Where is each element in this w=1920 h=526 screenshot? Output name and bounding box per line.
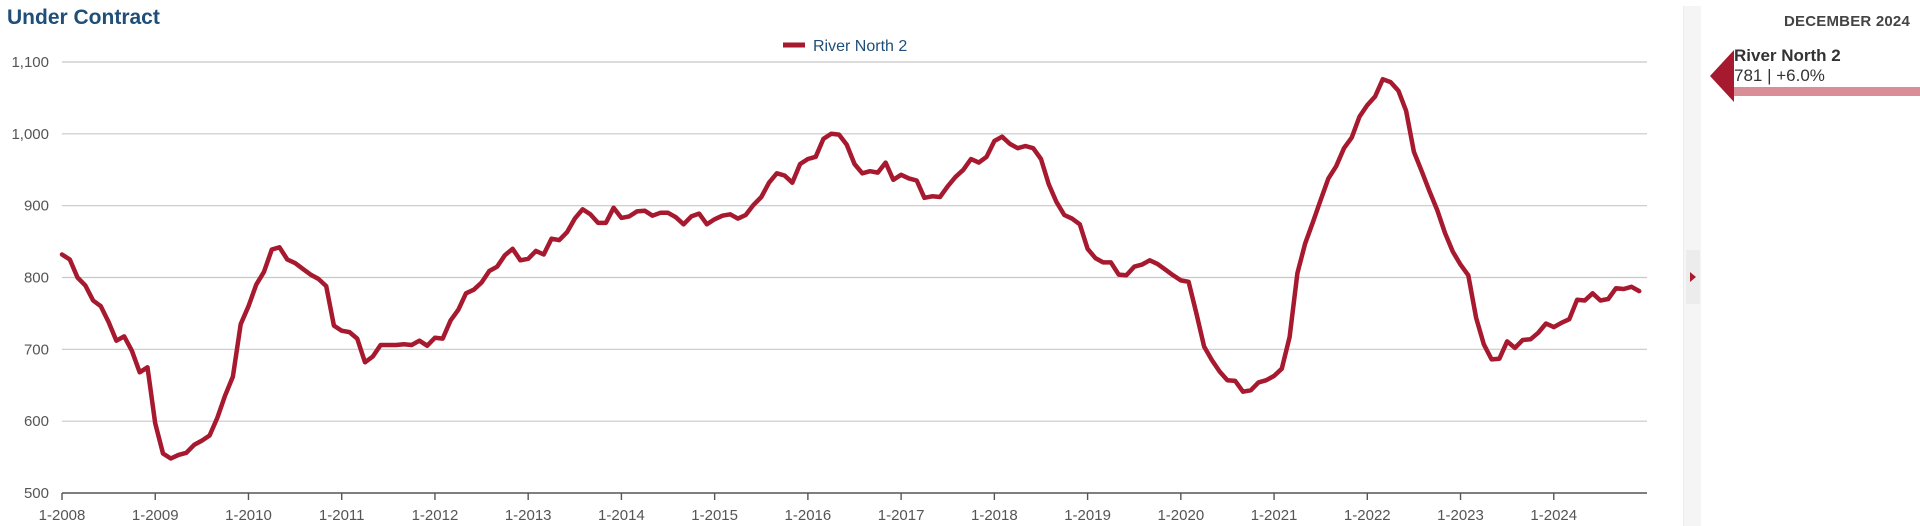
x-tick-label: 1-2020 <box>1157 507 1204 524</box>
chart-title: Under Contract <box>7 6 160 29</box>
y-tick-label: 1,000 <box>11 126 49 143</box>
y-tick-label: 500 <box>24 485 49 502</box>
grid-lines <box>62 61 1647 422</box>
x-tick-label: 1-2014 <box>598 507 645 524</box>
x-tick-label: 1-2023 <box>1437 507 1484 524</box>
y-axis-tick-labels: 500 600 700 800 900 1,000 1,100 <box>11 54 49 502</box>
x-tick-label: 1-2017 <box>878 507 925 524</box>
x-tick-label: 1-2011 <box>319 507 365 524</box>
x-tick-label: 1-2016 <box>785 507 832 524</box>
series-card-bar <box>1734 87 1920 96</box>
legend[interactable]: River North 2 <box>783 38 907 55</box>
pointer-icon <box>1710 50 1734 102</box>
x-axis-tick-labels: 1-2008 1-2009 1-2010 1-2011 1-2012 1-2013 1-20… <box>39 507 1577 524</box>
x-tick-label: 1-2010 <box>225 507 272 524</box>
x-tick-label: 1-2013 <box>505 507 552 524</box>
x-tick-label: 1-2015 <box>691 507 738 524</box>
legend-label: River North 2 <box>813 38 907 55</box>
x-tick-label: 1-2012 <box>412 507 459 524</box>
y-tick-label: 600 <box>24 413 49 430</box>
series-value-card[interactable]: River North 2 781 | +6.0% <box>1710 46 1920 102</box>
y-tick-label: 900 <box>24 198 49 215</box>
series-card-name: River North 2 <box>1734 46 1841 65</box>
x-tick-label: 1-2021 <box>1251 507 1298 524</box>
x-tick-label: 1-2019 <box>1064 507 1111 524</box>
series-layer <box>59 76 1642 461</box>
series-card-value: 781 | +6.0% <box>1734 66 1825 85</box>
x-tick-label: 1-2024 <box>1530 507 1577 524</box>
panel-toggle-button[interactable] <box>1686 250 1700 304</box>
series-line[interactable] <box>59 76 1642 461</box>
x-tick-label: 1-2009 <box>132 507 179 524</box>
y-tick-label: 1,100 <box>11 54 49 71</box>
x-tick-label: 1-2018 <box>971 507 1018 524</box>
x-tick-label: 1-2008 <box>39 507 86 524</box>
selected-date-label: DECEMBER 2024 <box>1784 13 1910 30</box>
x-tick-label: 1-2022 <box>1344 507 1391 524</box>
x-axis <box>61 492 1647 500</box>
y-tick-label: 800 <box>24 270 49 287</box>
y-tick-label: 700 <box>24 341 49 358</box>
